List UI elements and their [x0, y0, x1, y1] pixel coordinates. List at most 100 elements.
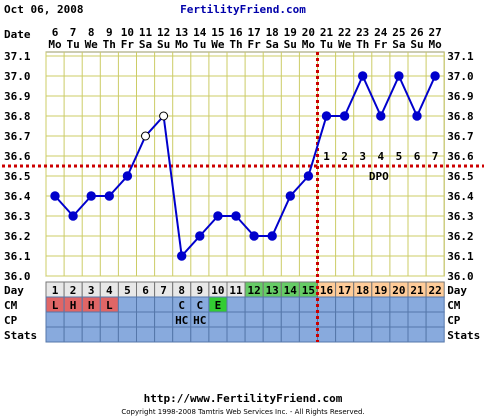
cp-cell: [244, 311, 264, 328]
cm-cell: [335, 296, 355, 313]
temp-segment: [271, 195, 292, 237]
stats-cell: [262, 326, 282, 343]
weekday-label: Fr: [374, 38, 388, 51]
temp-point: [358, 71, 368, 81]
temp-point: [231, 211, 241, 221]
footer-url[interactable]: http://www.FertilityFriend.com: [144, 392, 343, 405]
stats-cell: [317, 326, 337, 343]
cp-row-label: CP: [4, 314, 18, 327]
temp-segment: [397, 75, 418, 117]
y-tick-right: 36.3: [447, 210, 474, 223]
cp-cell: [99, 311, 119, 328]
cp-cell: [226, 311, 246, 328]
day-number: 20: [392, 284, 405, 297]
cm-value: C: [196, 299, 203, 312]
weekday-label: Th: [356, 38, 369, 51]
day-number: 13: [266, 284, 279, 297]
day-number: 16: [320, 284, 334, 297]
stats-cell: [172, 326, 192, 343]
stats-cell: [389, 326, 409, 343]
date-label: 20: [302, 26, 315, 39]
weekday-label: Tu: [193, 38, 206, 51]
temp-point: [249, 231, 259, 241]
stats-cell: [117, 326, 138, 343]
day-number: 18: [356, 284, 369, 297]
temp-point: [86, 191, 96, 201]
cm-cell: [353, 296, 373, 313]
header-site[interactable]: FertilityFriend.com: [180, 3, 306, 16]
y-tick-right: 36.6: [447, 150, 474, 163]
weekday-label: Fr: [121, 38, 135, 51]
y-tick-right: 36.2: [447, 230, 474, 243]
temp-point: [213, 211, 223, 221]
stats-cell: [136, 326, 156, 343]
weekday-label: Mo: [48, 38, 62, 51]
cp-cell: [389, 311, 409, 328]
day-row-label-right: Day: [447, 284, 467, 297]
stats-cell: [226, 326, 246, 343]
cp-cell: [262, 311, 282, 328]
stats-cell: [154, 326, 174, 343]
y-tick-right: 36.7: [447, 130, 474, 143]
stats-cell: [280, 326, 300, 343]
dpo-number: 2: [341, 150, 348, 163]
y-tick-left: 37.1: [4, 50, 31, 63]
date-label: 23: [356, 26, 369, 39]
day-number: 11: [229, 284, 243, 297]
stats-cell: [371, 326, 391, 343]
temp-point: [267, 231, 277, 241]
temp-segment: [126, 135, 147, 177]
weekday-label: We: [85, 38, 99, 51]
stats-cell: [63, 326, 83, 343]
day-number: 22: [428, 284, 441, 297]
day-number: 9: [196, 284, 203, 297]
cm-cell: [280, 296, 300, 313]
day-number: 8: [178, 284, 185, 297]
y-tick-left: 36.0: [4, 270, 31, 283]
day-number: 2: [70, 284, 77, 297]
date-label: 15: [211, 26, 224, 39]
cm-value: C: [178, 299, 185, 312]
cm-value: E: [215, 299, 222, 312]
weekday-label: Fr: [247, 38, 261, 51]
date-label: 10: [121, 26, 134, 39]
day-number: 4: [106, 284, 113, 297]
footer-copyright: Copyright 1998-2008 Tamtris Web Services…: [121, 408, 364, 416]
stats-cell: [298, 326, 318, 343]
y-tick-left: 36.1: [4, 250, 31, 263]
cm-cell: [154, 296, 174, 313]
cm-cell: [298, 296, 318, 313]
stats-cell: [190, 326, 210, 343]
temp-point: [50, 191, 60, 201]
weekday-label: Th: [103, 38, 116, 51]
stats-cell: [353, 326, 373, 343]
date-label: 26: [410, 26, 424, 39]
day-number: 21: [410, 284, 424, 297]
cp-cell: [45, 311, 65, 328]
cp-cell: [208, 311, 228, 328]
temp-point: [430, 71, 440, 81]
y-tick-right: 37.0: [447, 70, 474, 83]
day-number: 12: [247, 284, 260, 297]
temp-point: [339, 111, 350, 121]
weekday-label: Tu: [66, 38, 79, 51]
y-tick-right: 36.1: [447, 250, 474, 263]
cp-cell: [280, 311, 300, 328]
weekday-label: Su: [284, 38, 297, 51]
day-row-label: Day: [4, 284, 24, 297]
cp-cell: [81, 311, 101, 328]
y-tick-left: 36.8: [4, 110, 31, 123]
temp-point: [195, 231, 205, 241]
cp-cell: [407, 311, 427, 328]
day-number: 5: [124, 284, 131, 297]
y-tick-right: 36.0: [447, 270, 474, 283]
y-tick-left: 37.0: [4, 70, 31, 83]
weekday-label: Sa: [139, 38, 152, 51]
y-tick-right: 36.9: [447, 90, 474, 103]
cm-cell: [262, 296, 282, 313]
temp-segment: [162, 115, 183, 257]
date-label: 18: [266, 26, 279, 39]
cm-row-label-right: CM: [447, 299, 461, 312]
stats-cell: [45, 326, 65, 343]
